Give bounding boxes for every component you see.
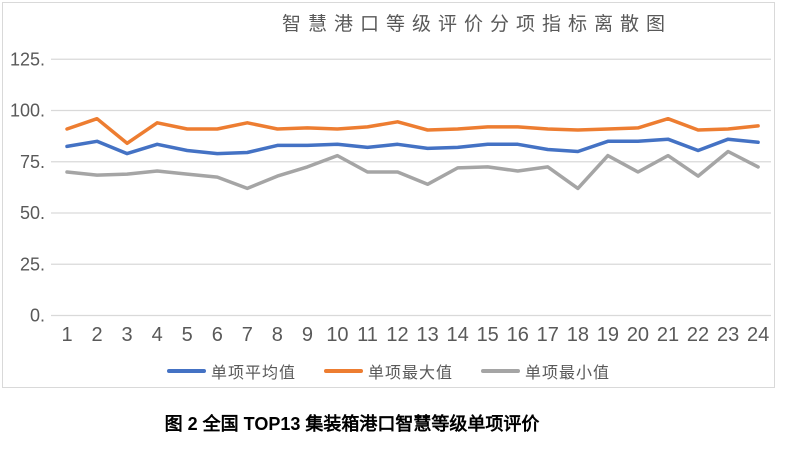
chart-legend: 单项平均值 单项最大值 单项最小值	[3, 359, 774, 383]
x-axis-tick-label: 22	[687, 324, 709, 346]
legend-label-average: 单项平均值	[210, 365, 296, 382]
x-axis-tick-label: 23	[717, 324, 739, 346]
x-axis-tick-label: 8	[272, 324, 283, 346]
x-axis-tick-label: 14	[447, 324, 469, 346]
x-axis-tick-label: 9	[302, 324, 313, 346]
figure-caption: 图 2 全国 TOP13 集装箱港口智慧等级单项评价	[164, 414, 540, 434]
x-axis-tick-label: 20	[627, 324, 649, 346]
x-axis-tick-label: 15	[477, 324, 499, 346]
x-axis-tick-label: 2	[91, 324, 102, 346]
x-axis-tick-label: 21	[657, 324, 679, 346]
y-axis-tick-label: 0.	[30, 306, 45, 326]
chart-title: 智慧港口等级评价分项指标离散图	[282, 14, 673, 35]
legend-line-marker-max	[323, 368, 363, 374]
legend-line-marker-average	[166, 368, 206, 374]
y-axis-tick-label: 50.	[20, 203, 45, 223]
x-axis-tick-label: 13	[416, 324, 438, 346]
plot-area: 0.25.50.75.100.125.1 2 3 4 5 6 7 8 9 10 11 12 13 14 15…	[10, 49, 771, 346]
x-axis-tick-label: 4	[152, 324, 163, 346]
legend-item-min: 单项最小值	[481, 359, 610, 383]
y-axis-tick-label: 125.	[10, 49, 45, 69]
y-axis-tick-label: 25.	[20, 254, 45, 274]
x-axis-tick-label: 5	[182, 324, 193, 346]
x-axis-tick-label: 18	[567, 324, 589, 346]
x-axis-tick-label: 6	[212, 324, 223, 346]
series-line-2	[65, 149, 760, 191]
y-axis-tick-label: 100.	[10, 101, 45, 121]
x-axis-tick-label: 7	[242, 324, 253, 346]
legend-label-max: 单项最大值	[367, 365, 453, 382]
legend-label-min: 单项最小值	[525, 365, 611, 382]
legend-line-marker-min	[481, 368, 520, 374]
legend-item-average: 单项平均值	[166, 359, 296, 383]
legend-item-max: 单项最大值	[323, 359, 453, 383]
x-axis-tick-label: 19	[597, 324, 619, 346]
series-line-0	[65, 137, 760, 156]
y-axis-tick-label: 75.	[20, 152, 45, 172]
x-axis-tick-label: 16	[507, 324, 529, 346]
x-axis-tick-label: 11	[357, 324, 378, 346]
x-axis-tick-label: 10	[326, 324, 348, 346]
series-line-1	[65, 116, 760, 146]
x-axis-tick-label: 17	[537, 324, 559, 346]
x-axis-tick-label: 24	[747, 324, 769, 346]
x-axis-tick-label: 12	[386, 324, 408, 346]
x-axis-tick-label: 1	[61, 324, 72, 346]
x-axis-tick-label: 3	[122, 324, 133, 346]
chart: 0. 25. 50. 75. 100. 125. 1 2 3 4 5 6 7 8 9 10 11 12 13 14 15…	[2, 2, 775, 388]
